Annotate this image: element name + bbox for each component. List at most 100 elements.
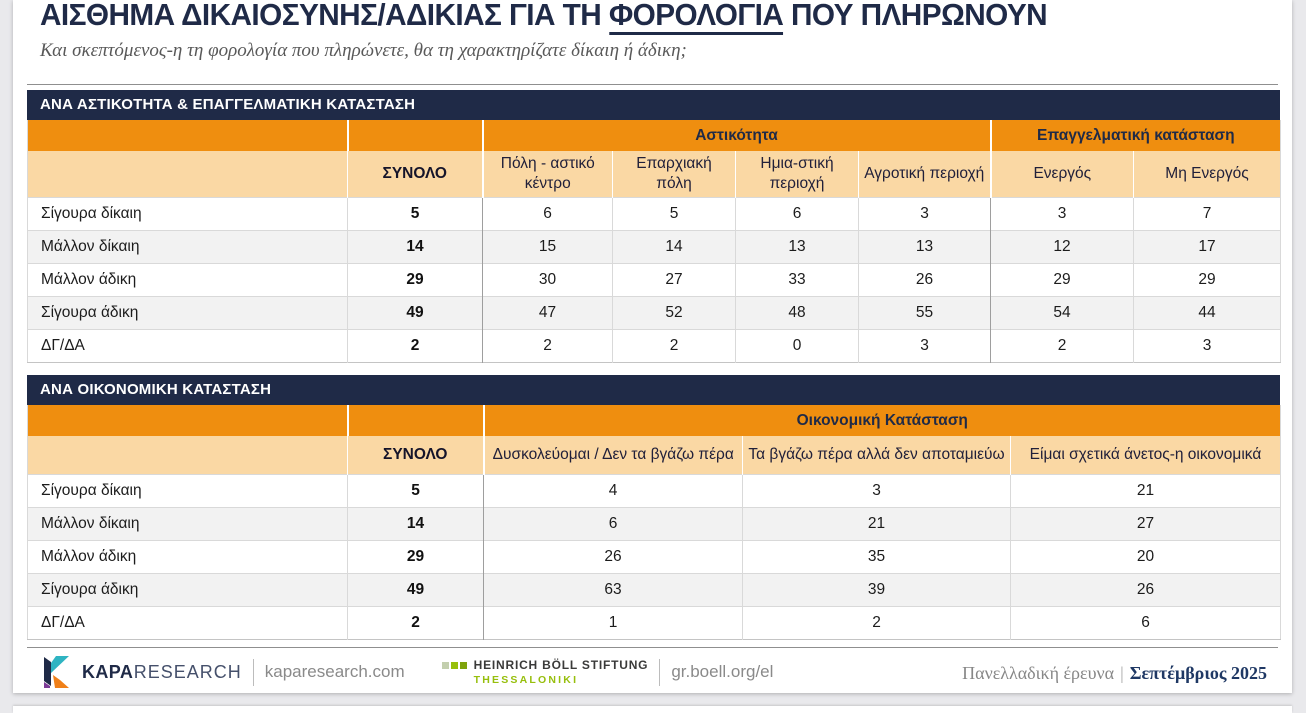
column-header-cell: Τα βγάζω πέρα αλλά δεν αποταμιεύω — [742, 436, 1011, 474]
value-cell: 52 — [612, 295, 736, 329]
footer-separator — [252, 658, 254, 686]
title-text-after: ΠΟΥ ΠΛΗΡΩΝΟΥΝ — [783, 0, 1048, 32]
table-row: Σίγουρα δίκαιη 5 6 5 6 3 3 7 — [27, 196, 1281, 230]
heinrich-boell-city: THESSALONIKI — [473, 674, 579, 686]
value-cell: 63 — [483, 572, 743, 606]
table-row: Σίγουρα δίκαιη 5 4 3 21 — [27, 473, 1281, 507]
survey-meta: Πανελλαδική έρευνα | Σεπτέμβριος 2025 — [962, 663, 1267, 684]
column-header-cell: ΣΥΝΟΛΟ — [347, 151, 483, 197]
top-divider-line — [27, 84, 1278, 85]
group-header-empty-cell — [346, 405, 484, 436]
value-cell: 2 — [347, 328, 483, 362]
table-row: ΔΓ/ΔΑ 2 1 2 6 — [27, 605, 1281, 639]
column-header-cell: Ημια-στική περιοχή — [735, 151, 859, 197]
table-row: Μάλλον άδικη 29 26 35 20 — [27, 539, 1281, 573]
group-header-row: Οικονομική Κατάσταση — [27, 405, 1281, 436]
column-header-row: ΣΥΝΟΛΟ Δυσκολεύομαι / Δεν τα βγάζω πέρα Τα… — [27, 436, 1281, 474]
value-cell: 26 — [483, 539, 743, 573]
heinrich-boell-name: HEINRICH BÖLL STIFTUNG — [473, 658, 649, 672]
value-cell: 17 — [1133, 229, 1281, 263]
value-cell: 6 — [482, 196, 613, 230]
column-header-empty-cell — [27, 436, 348, 474]
value-cell: 2 — [742, 605, 1011, 639]
row-label: Μάλλον δίκαιη — [27, 229, 348, 263]
economic-status-table: Οικονομική Κατάσταση ΣΥΝΟΛΟ Δυσκολεύομαι /… — [27, 405, 1281, 640]
value-cell: 14 — [347, 506, 484, 540]
value-cell: 2 — [347, 605, 484, 639]
value-cell: 3 — [990, 196, 1134, 230]
table-row: Μάλλον άδικη 29 30 27 33 26 29 29 — [27, 262, 1281, 296]
next-slide-edge — [13, 706, 1292, 713]
row-label: Σίγουρα δίκαιη — [27, 473, 348, 507]
value-cell: 15 — [482, 229, 613, 263]
row-label: Μάλλον άδικη — [27, 539, 348, 573]
value-cell: 0 — [735, 328, 859, 362]
value-cell: 2 — [612, 328, 736, 362]
economic-status-section: ΑΝΑ ΟΙΚΟΝΟΜΙΚΗ ΚΑΤΑΣΤΑΣΗ Οικονομική Κατά… — [27, 375, 1281, 640]
value-cell: 35 — [742, 539, 1011, 573]
row-label: Σίγουρα δίκαιη — [27, 196, 348, 230]
value-cell: 5 — [612, 196, 736, 230]
value-cell: 3 — [857, 196, 991, 230]
survey-question: Και σκεπτόμενος-η τη φορολογία που πληρώ… — [40, 40, 687, 61]
value-cell: 39 — [742, 572, 1011, 606]
value-cell: 54 — [990, 295, 1134, 329]
value-cell: 14 — [347, 229, 483, 263]
value-cell: 13 — [735, 229, 859, 263]
meta-separator: | — [1120, 663, 1124, 683]
value-cell: 2 — [482, 328, 613, 362]
table-row: Σίγουρα άδικη 49 63 39 26 — [27, 572, 1281, 606]
heinrich-boell-squares-icon — [441, 662, 467, 669]
value-cell: 48 — [735, 295, 859, 329]
value-cell: 29 — [990, 262, 1134, 296]
group-header-empty-cell — [346, 120, 483, 151]
value-cell: 26 — [1010, 572, 1281, 606]
value-cell: 55 — [857, 295, 991, 329]
column-header-cell: Δυσκολεύομαι / Δεν τα βγάζω πέρα — [482, 436, 743, 474]
column-header-empty-cell — [27, 151, 348, 197]
title-underlined-word: ΦΟΡΟΛΟΓΙΑ — [608, 0, 784, 35]
value-cell: 12 — [990, 229, 1134, 263]
column-header-cell: Ενεργός — [989, 151, 1134, 197]
value-cell: 47 — [482, 295, 613, 329]
column-header-row: ΣΥΝΟΛΟ Πόλη - αστικό κέντρο Επαρχιακή πόλη… — [27, 151, 1281, 197]
value-cell: 5 — [347, 473, 484, 507]
value-cell: 21 — [1010, 473, 1281, 507]
value-cell: 1 — [483, 605, 743, 639]
value-cell: 2 — [990, 328, 1134, 362]
row-label: Μάλλον δίκαιη — [27, 506, 348, 540]
group-header-cell: Επαγγελματική κατάσταση — [989, 120, 1281, 151]
group-header-empty-cell — [27, 120, 348, 151]
value-cell: 7 — [1133, 196, 1281, 230]
footer-separator — [659, 658, 661, 686]
footer-divider-line — [27, 647, 1278, 648]
value-cell: 27 — [612, 262, 736, 296]
value-cell: 21 — [742, 506, 1011, 540]
urbanity-employment-table: Αστικότητα Επαγγελματική κατάσταση ΣΥΝΟΛΟ Π… — [27, 120, 1282, 363]
urbanity-employment-section: ΑΝΑ ΑΣΤΙΚΟΤΗΤΑ & ΕΠΑΓΓΕΛΜΑΤΙΚΗ ΚΑΤΑΣΤΑΣΗ… — [27, 90, 1282, 363]
column-header-cell: Επαρχιακή πόλη — [612, 151, 736, 197]
table-row: Σίγουρα άδικη 49 47 52 48 55 54 44 — [27, 295, 1281, 329]
section-header-economic-status: ΑΝΑ ΟΙΚΟΝΟΜΙΚΗ ΚΑΤΑΣΤΑΣΗ — [27, 375, 1280, 405]
slide-page: ΑΙΣΘΗΜΑ ΔΙΚΑΙΟΣΥΝΗΣ/ΑΔΙΚΙΑΣ ΓΙΑ ΤΗ ΦΟΡΟΛ… — [13, 0, 1292, 693]
value-cell: 14 — [612, 229, 736, 263]
survey-date: Σεπτέμβριος 2025 — [1129, 663, 1267, 683]
table-row: Μάλλον δίκαιη 14 6 21 27 — [27, 506, 1281, 540]
kapa-research-logo-icon — [44, 656, 69, 688]
section-header-urbanity-employment: ΑΝΑ ΑΣΤΙΚΟΤΗΤΑ & ΕΠΑΓΓΕΛΜΑΤΙΚΗ ΚΑΤΑΣΤΑΣΗ — [27, 90, 1280, 120]
column-header-cell: Μη Ενεργός — [1133, 151, 1281, 197]
group-header-cell: Οικονομική Κατάσταση — [482, 405, 1281, 436]
boell-website-link[interactable]: gr.boell.org/el — [671, 662, 774, 681]
value-cell: 3 — [857, 328, 991, 362]
row-label: Σίγουρα άδικη — [27, 295, 348, 329]
row-label: ΔΓ/ΔΑ — [27, 605, 348, 639]
row-label: Σίγουρα άδικη — [27, 572, 348, 606]
survey-scope: Πανελλαδική έρευνα — [962, 663, 1115, 683]
row-label: ΔΓ/ΔΑ — [27, 328, 348, 362]
value-cell: 27 — [1010, 506, 1281, 540]
heinrich-boell-logo: HEINRICH BÖLL STIFTUNG THESSALONIKI — [441, 658, 649, 686]
value-cell: 30 — [482, 262, 613, 296]
value-cell: 29 — [347, 539, 484, 573]
value-cell: 4 — [483, 473, 743, 507]
kapa-website-link[interactable]: kaparesearch.com — [264, 662, 405, 681]
